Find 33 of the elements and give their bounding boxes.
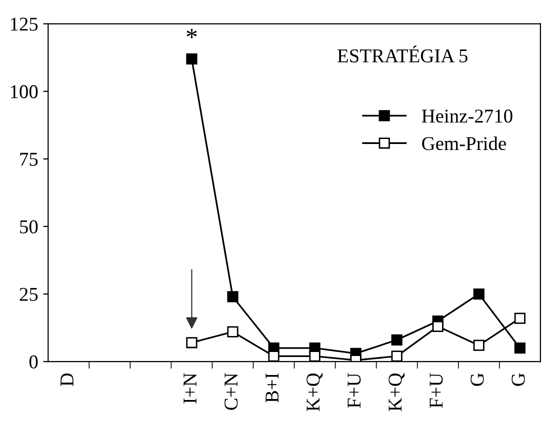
- point: [186, 337, 198, 348]
- point: [391, 334, 402, 346]
- point: [227, 326, 238, 338]
- x-tick-label: K+Q: [306, 372, 323, 412]
- text: ESTRATÉGIA 5: [338, 46, 468, 62]
- point: [268, 350, 280, 362]
- point: [473, 340, 484, 351]
- x-tick-label: B+I: [266, 373, 279, 403]
- point: [432, 320, 444, 332]
- point: [309, 350, 320, 362]
- x-tick-label: F+U: [348, 373, 361, 408]
- point: [514, 312, 526, 324]
- legend-label: Gem-Pride: [422, 136, 506, 150]
- y-tick-label: 100: [10, 85, 38, 98]
- y-tick-label: 0: [29, 355, 38, 368]
- x-tick-label: G: [470, 373, 484, 386]
- point: [186, 53, 198, 64]
- x-tick-label: F+U: [430, 373, 443, 408]
- x-tick-label: G: [512, 373, 525, 386]
- x-tick-label: I+N: [184, 373, 196, 404]
- y-tick-label: 75: [20, 152, 38, 166]
- legend-label: Heinz-2710: [422, 110, 512, 123]
- x-tick-label: K+Q: [388, 372, 405, 412]
- point: [391, 350, 402, 362]
- y-tick-label: 50: [20, 220, 38, 234]
- annotation: *: [186, 28, 197, 38]
- y-tick-label: 125: [10, 18, 38, 31]
- x-tick-label: C+N: [224, 373, 238, 410]
- point: [227, 291, 238, 302]
- point: [514, 342, 526, 354]
- x-tick-label: D: [60, 373, 74, 386]
- point: [473, 288, 484, 300]
- y-tick-label: 25: [20, 288, 38, 301]
